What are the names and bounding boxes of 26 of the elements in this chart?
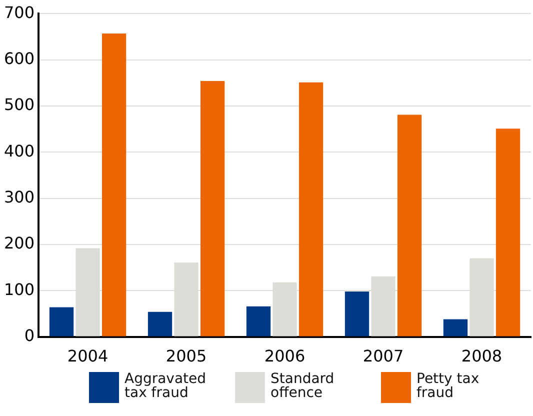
bar bbox=[344, 292, 370, 336]
bar bbox=[496, 128, 520, 336]
legend-label: Standard offence bbox=[270, 371, 336, 401]
y-tick-label: 200 bbox=[4, 234, 35, 253]
y-tick-label: 500 bbox=[4, 95, 35, 114]
legend-label: Aggravated tax fraud bbox=[124, 371, 208, 401]
y-tick-label: 100 bbox=[4, 280, 35, 299]
y-tick-label: 0 bbox=[24, 326, 35, 345]
y-tick-label: 400 bbox=[4, 141, 35, 160]
bar bbox=[246, 306, 271, 336]
bar bbox=[397, 114, 422, 336]
bar bbox=[443, 319, 468, 336]
x-tick-label: 2007 bbox=[362, 346, 404, 366]
bar bbox=[298, 82, 324, 336]
y-tick-label: 300 bbox=[4, 187, 35, 206]
x-tick-label: 2006 bbox=[264, 346, 306, 366]
x-tick-label: 2008 bbox=[461, 346, 502, 366]
bar bbox=[102, 33, 126, 336]
x-tick-label: 2004 bbox=[67, 346, 108, 366]
bar bbox=[200, 81, 225, 336]
x-tick-label: 2005 bbox=[166, 346, 207, 366]
bar bbox=[148, 312, 172, 336]
y-tick-label: 600 bbox=[4, 48, 35, 68]
legend-label: Petty tax fraud bbox=[416, 371, 480, 401]
y-tick-label: 700 bbox=[4, 2, 35, 22]
bar bbox=[49, 307, 74, 336]
